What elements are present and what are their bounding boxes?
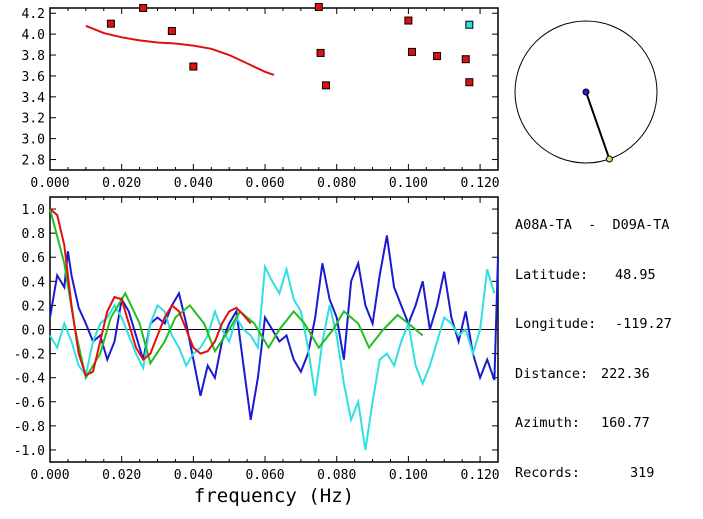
velocity-point xyxy=(465,78,474,87)
y-tick-label: 3.2 xyxy=(22,112,45,127)
velocity-point xyxy=(465,20,474,29)
info-row-records: Records: 319 xyxy=(515,464,655,481)
y-tick-label: 3.6 xyxy=(22,70,45,85)
y-tick-label: 4.0 xyxy=(22,28,45,43)
info-row-longitude: Longitude: -119.27 xyxy=(515,316,672,332)
spectrum-series-1 xyxy=(49,263,496,451)
info-row-distance: Distance: 222.36 xyxy=(515,365,650,382)
y-tick-label: 0.2 xyxy=(22,299,45,314)
x-tick-label: 0.080 xyxy=(317,468,356,483)
velocity-point xyxy=(321,81,330,90)
velocity-point xyxy=(404,16,413,25)
y-tick-label: -0.6 xyxy=(14,396,45,411)
y-tick-label: 2.8 xyxy=(22,154,45,169)
velocity-point xyxy=(433,52,442,61)
x-tick-label: 0.020 xyxy=(102,468,141,483)
station-info-panel: A08A-TA - D09A-TA Latitude: 48.95 Longitu… xyxy=(515,184,672,498)
velocity-point xyxy=(316,48,325,57)
x-tick-label: 0.000 xyxy=(30,468,69,483)
x-tick-label: 0.080 xyxy=(317,176,356,191)
y-tick-label: -0.4 xyxy=(14,372,45,387)
y-tick-label: 0.6 xyxy=(22,251,45,266)
x-tick-label: 0.040 xyxy=(174,176,213,191)
x-tick-label: 0.060 xyxy=(245,176,284,191)
map-circle xyxy=(514,20,658,164)
info-row-latitude: Latitude: 48.95 xyxy=(515,266,656,283)
y-tick-label: -1.0 xyxy=(14,444,45,459)
x-tick-label: 0.120 xyxy=(461,468,500,483)
x-tick-label: 0.040 xyxy=(174,468,213,483)
spectrum-series-0 xyxy=(49,235,499,420)
y-tick-label: 0.0 xyxy=(22,324,45,339)
x-tick-label: 0.100 xyxy=(389,468,428,483)
station-a-marker xyxy=(582,88,590,96)
velocity-point xyxy=(407,47,416,56)
y-tick-label: 3.0 xyxy=(22,133,45,148)
spectrum-series-3 xyxy=(49,208,252,377)
x-tick-label: 0.020 xyxy=(102,176,141,191)
velocity-point xyxy=(106,19,115,28)
x-axis-label: frequency (Hz) xyxy=(194,485,354,507)
station-b-marker xyxy=(605,155,613,163)
y-tick-label: 4.2 xyxy=(22,7,45,22)
x-tick-label: 0.100 xyxy=(389,176,428,191)
dispersion-curve xyxy=(85,24,275,76)
azimuth-path-line xyxy=(585,91,611,160)
x-tick-label: 0.000 xyxy=(30,176,69,191)
x-tick-label: 0.120 xyxy=(461,176,500,191)
y-tick-label: 3.8 xyxy=(22,49,45,64)
info-row-azimuth: Azimuth: 160.77 xyxy=(515,415,650,431)
station-pair: A08A-TA - D09A-TA xyxy=(515,217,670,233)
plot-frame-0 xyxy=(49,7,499,171)
x-tick-label: 0.060 xyxy=(245,468,284,483)
velocity-point xyxy=(461,55,470,64)
velocity-point xyxy=(189,62,198,71)
spectrum-series-2 xyxy=(49,208,424,381)
y-tick-label: 3.4 xyxy=(22,91,46,106)
y-tick-label: 0.4 xyxy=(22,275,46,290)
velocity-point xyxy=(167,26,176,35)
velocity-point xyxy=(139,4,148,12)
y-tick-label: -0.8 xyxy=(14,420,45,435)
y-tick-label: 1.0 xyxy=(22,203,45,218)
velocity-point xyxy=(314,2,323,11)
y-tick-label: -0.2 xyxy=(14,348,45,363)
y-tick-label: 0.8 xyxy=(22,227,45,242)
